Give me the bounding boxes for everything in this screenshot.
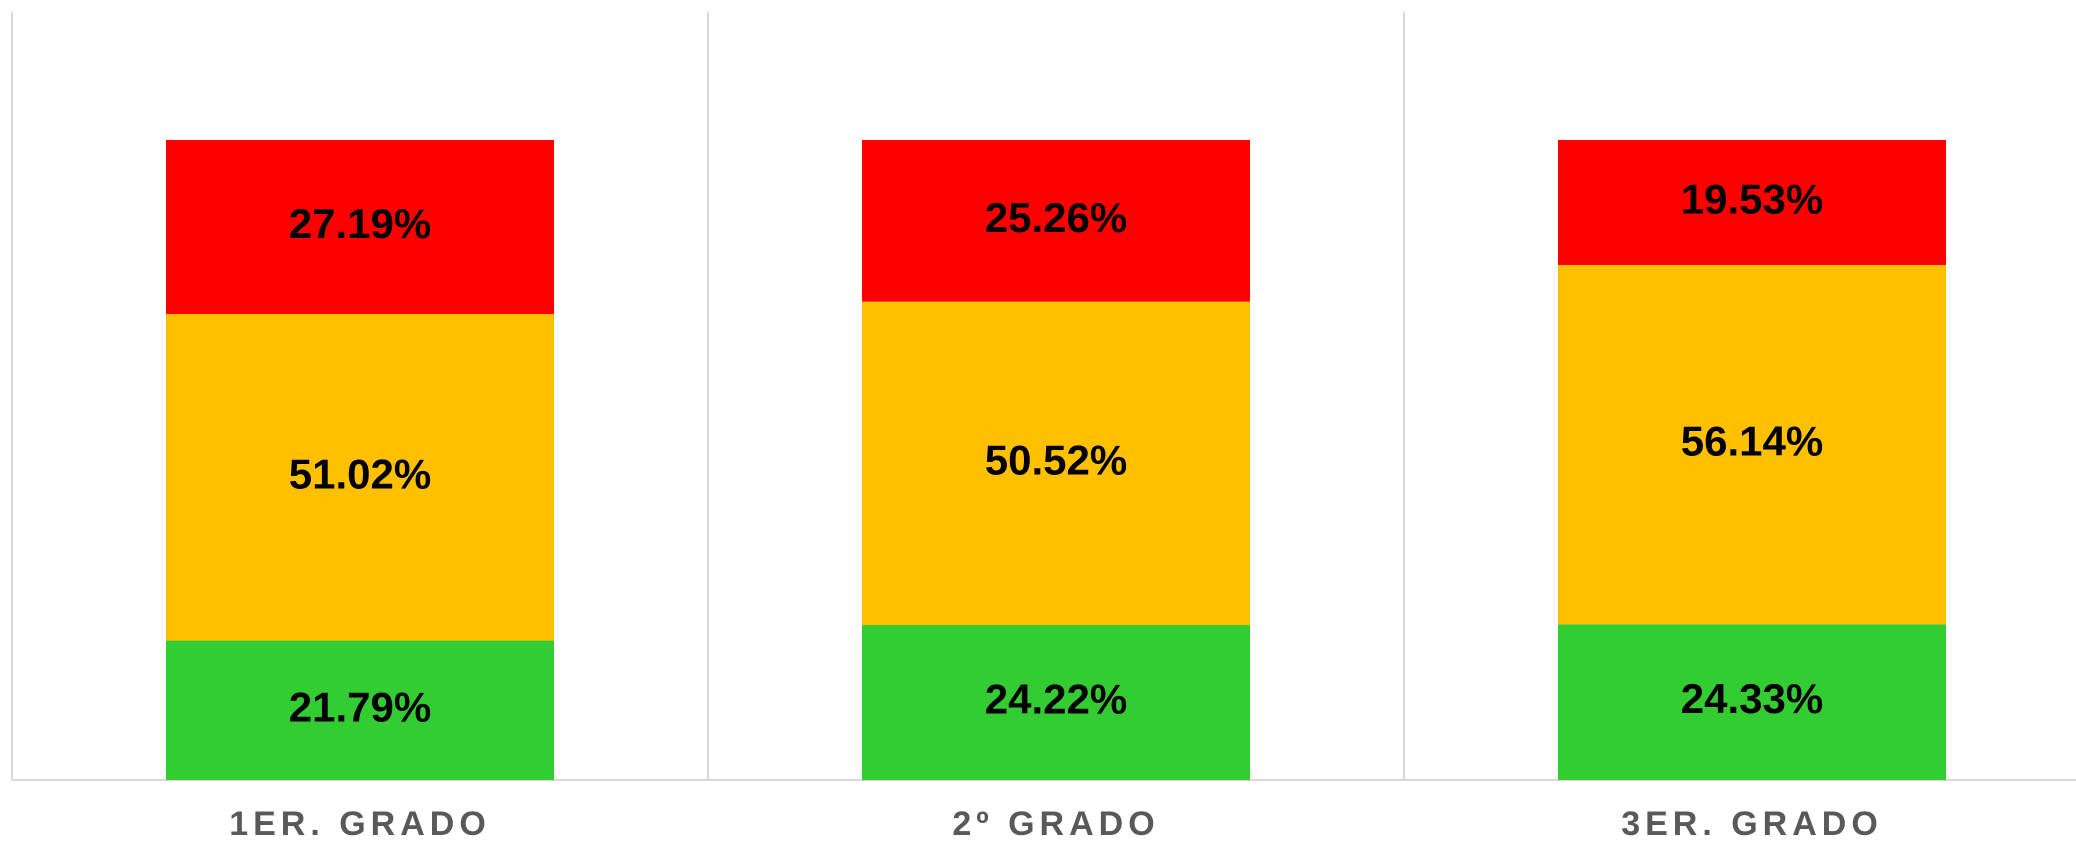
bar-segment — [1558, 624, 1946, 780]
bar-segment — [1558, 264, 1946, 625]
data-label: 25.26% — [985, 194, 1127, 241]
x-tick-label: 2º GRADO — [952, 805, 1159, 842]
bar-segment — [862, 624, 1250, 780]
x-tick-label: 1ER. GRADO — [229, 805, 491, 842]
bar-segment — [166, 640, 554, 780]
bar-segment — [166, 140, 554, 315]
data-label: 27.19% — [289, 200, 431, 247]
data-label: 56.14% — [1681, 418, 1823, 465]
data-label: 24.22% — [985, 676, 1127, 723]
data-label: 50.52% — [985, 436, 1127, 483]
bar-segment — [862, 140, 1250, 302]
bar-segment — [862, 301, 1250, 625]
data-label: 21.79% — [289, 683, 431, 730]
x-tick-label: 3ER. GRADO — [1621, 805, 1883, 842]
data-label: 51.02% — [289, 450, 431, 497]
bar-segment — [166, 314, 554, 641]
bar-segment — [1558, 140, 1946, 265]
data-label: 19.53% — [1681, 176, 1823, 223]
data-label: 24.33% — [1681, 675, 1823, 722]
